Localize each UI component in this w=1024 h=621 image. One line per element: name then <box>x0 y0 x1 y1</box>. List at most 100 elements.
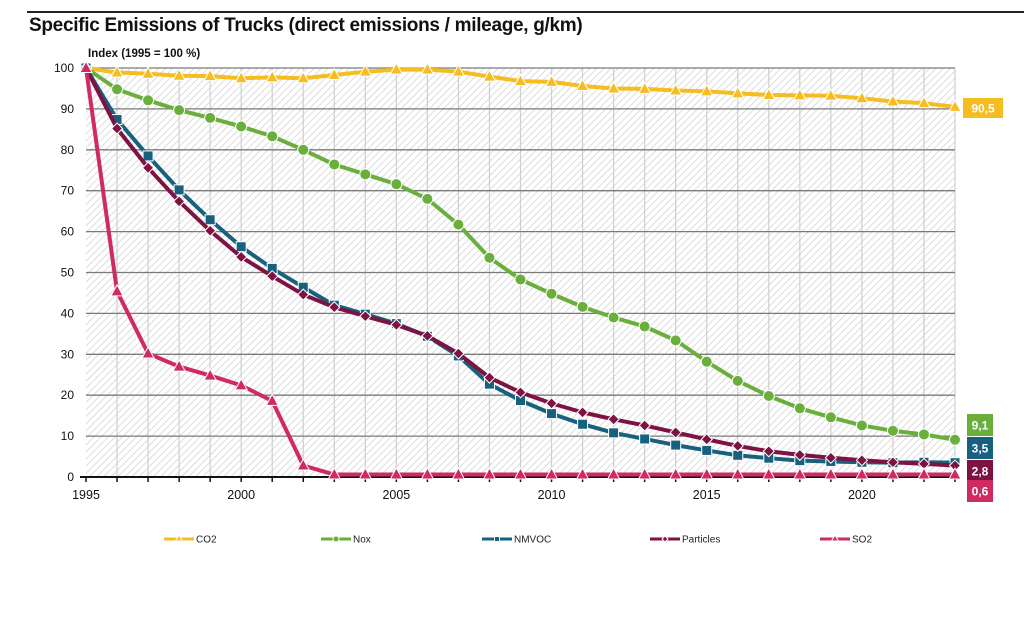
y-tick-label: 0 <box>67 470 74 484</box>
data-point <box>266 269 279 283</box>
data-point <box>575 467 590 480</box>
data-point <box>886 467 900 480</box>
y-tick-label: 90 <box>61 102 75 116</box>
data-point <box>637 81 652 94</box>
data-point <box>328 301 341 314</box>
data-point <box>948 467 962 480</box>
series-nmvoc <box>80 62 961 469</box>
legend-marker-icon <box>494 536 500 542</box>
data-point <box>452 218 465 231</box>
data-point <box>234 377 249 391</box>
data-point <box>421 192 434 205</box>
data-point <box>761 467 776 480</box>
data-point <box>917 428 930 441</box>
end-label-box <box>967 437 993 459</box>
legend-marker-icon <box>332 535 340 543</box>
data-point <box>141 345 155 359</box>
data-point <box>389 62 404 75</box>
series-so2 <box>79 60 962 480</box>
data-point <box>575 78 590 91</box>
y-tick-label: 30 <box>61 347 75 361</box>
legend-label: Nox <box>353 535 371 546</box>
data-point <box>544 74 559 87</box>
data-point <box>514 273 527 286</box>
data-point <box>730 85 745 99</box>
data-point <box>390 318 403 332</box>
legend-item-nox: Nox <box>321 535 371 546</box>
legend-item-nmvoc: NMVOC <box>482 535 551 546</box>
data-point <box>141 161 155 175</box>
data-point <box>110 122 124 135</box>
legend-label: CO2 <box>196 535 217 546</box>
y-axis-label: Index (1995 = 100 %) <box>88 48 200 60</box>
data-point <box>390 178 403 191</box>
data-point <box>173 104 186 117</box>
data-point <box>949 433 961 446</box>
data-point <box>173 184 185 196</box>
end-label-text: 2,8 <box>972 465 989 479</box>
data-point <box>824 411 837 424</box>
data-point <box>204 111 217 124</box>
y-tick-label: 40 <box>61 306 75 320</box>
data-point <box>638 419 651 432</box>
legend-marker-icon <box>174 534 184 542</box>
end-value-label: 9,1 <box>967 414 993 436</box>
series-nox <box>80 62 961 446</box>
data-point <box>296 70 311 84</box>
data-point <box>917 95 931 109</box>
data-point <box>420 467 435 480</box>
data-point <box>668 467 683 480</box>
data-point <box>824 467 838 480</box>
data-point <box>514 386 527 399</box>
data-point <box>203 224 217 237</box>
data-point <box>359 168 372 181</box>
data-point <box>359 310 372 323</box>
data-point <box>701 444 713 456</box>
data-point <box>452 347 465 360</box>
end-label-box <box>967 414 993 436</box>
data-point <box>638 320 651 333</box>
y-tick-label: 80 <box>61 143 75 157</box>
legend-label: SO2 <box>852 535 872 546</box>
data-point <box>855 467 869 480</box>
data-point <box>730 467 745 480</box>
data-point <box>700 433 713 446</box>
data-point <box>297 143 310 156</box>
end-label-box <box>963 98 1003 118</box>
data-point <box>513 73 528 87</box>
data-point <box>142 94 155 107</box>
data-point <box>421 329 434 343</box>
data-point <box>824 88 838 101</box>
data-point <box>482 467 497 480</box>
legend-item-particles: Particles <box>650 535 720 546</box>
end-value-label: 0,6 <box>967 480 993 502</box>
y-tick-label: 10 <box>61 429 75 443</box>
data-point <box>793 402 806 415</box>
data-point <box>577 418 589 430</box>
end-label-text: 3,5 <box>972 442 989 456</box>
end-label-box <box>967 480 993 502</box>
y-tick-label: 20 <box>61 388 75 402</box>
y-tick-label: 50 <box>61 266 75 280</box>
data-point <box>700 355 713 368</box>
data-point <box>203 368 217 381</box>
x-tick-label: 2010 <box>538 488 566 502</box>
y-tick-label: 100 <box>54 61 74 75</box>
data-point <box>451 64 466 77</box>
data-point <box>234 70 249 84</box>
legend-marker-icon <box>830 534 840 542</box>
data-point <box>762 390 775 403</box>
data-point <box>296 458 311 471</box>
data-point <box>699 83 714 97</box>
data-point <box>545 287 558 300</box>
chart-title: Specific Emissions of Trucks (direct emi… <box>29 15 583 36</box>
data-point <box>111 83 124 96</box>
data-point <box>792 467 807 480</box>
data-point <box>483 371 496 384</box>
data-point <box>607 413 620 426</box>
data-point <box>576 300 589 313</box>
data-point <box>792 87 807 101</box>
data-point <box>389 467 404 480</box>
data-point <box>670 439 682 451</box>
